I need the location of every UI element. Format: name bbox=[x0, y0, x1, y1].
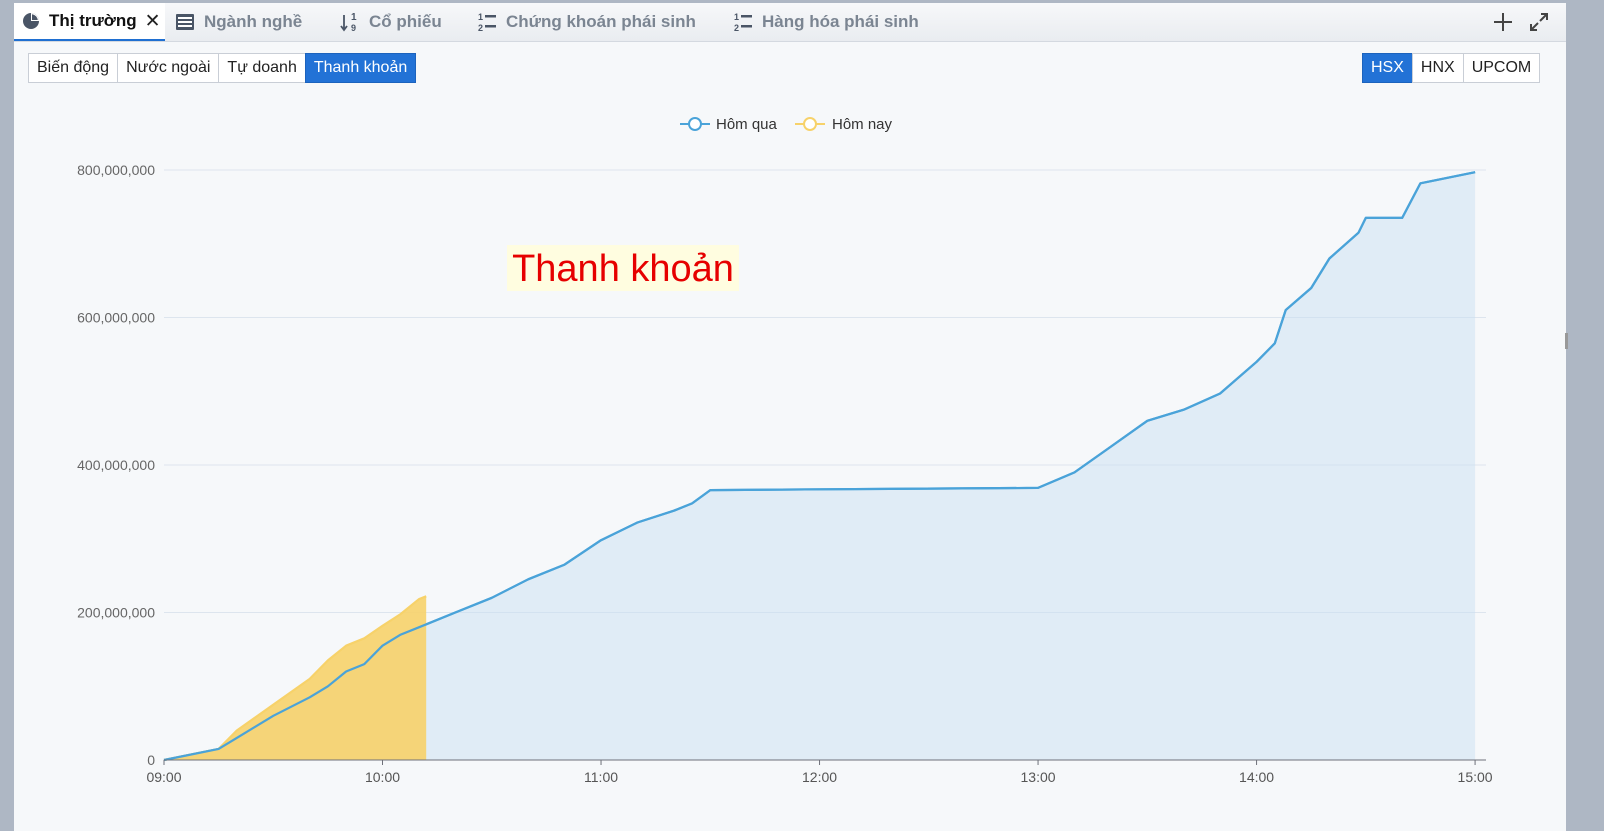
exchange-button-hsx[interactable]: HSX bbox=[1362, 53, 1413, 83]
y-tick-label: 600,000,000 bbox=[77, 310, 155, 326]
svg-text:2: 2 bbox=[734, 23, 739, 33]
y-axis: 0 200,000,000 400,000,000 600,000,000 800,00… bbox=[77, 162, 155, 768]
chart-watermark-label: Thanh khoản bbox=[512, 248, 734, 290]
x-tick-label: 10:00 bbox=[365, 769, 400, 785]
legend-label: Hôm nay bbox=[832, 116, 893, 133]
svg-text:2: 2 bbox=[478, 23, 483, 33]
add-icon[interactable] bbox=[1492, 8, 1514, 36]
view-button-tu-doanh[interactable]: Tự doanh bbox=[218, 53, 306, 83]
chart-legend: Hôm qua Hôm nay bbox=[680, 116, 893, 133]
series-area-hom-nay bbox=[164, 596, 427, 760]
close-icon[interactable]: ✕ bbox=[144, 10, 161, 32]
list-icon bbox=[175, 13, 195, 31]
exchange-button-hnx[interactable]: HNX bbox=[1411, 53, 1464, 83]
exchange-button-upcom[interactable]: UPCOM bbox=[1462, 53, 1541, 83]
series-line-hom-qua-top bbox=[163, 171, 1476, 762]
series-area-hom-qua bbox=[164, 172, 1476, 760]
tab-label: Chứng khoán phái sinh bbox=[506, 12, 696, 31]
tab-label: Hàng hóa phái sinh bbox=[762, 12, 919, 31]
legend-item-hom-nay[interactable]: Hôm nay bbox=[795, 116, 893, 133]
svg-text:9: 9 bbox=[351, 23, 356, 33]
pie-chart-icon bbox=[22, 12, 40, 30]
legend-item-hom-qua[interactable]: Hôm qua bbox=[680, 116, 778, 133]
series-line-hom-nay bbox=[163, 595, 427, 762]
x-tick-label: 13:00 bbox=[1021, 769, 1056, 785]
x-tick-label: 12:00 bbox=[802, 769, 837, 785]
y-tick-label: 0 bbox=[147, 752, 155, 768]
y-tick-label: 800,000,000 bbox=[77, 162, 155, 178]
x-tick-label: 15:00 bbox=[1458, 769, 1493, 785]
view-button-group: Biến động Nước ngoài Tự doanh Thanh khoả… bbox=[28, 53, 417, 83]
tab-thi-truong[interactable]: Thị trường ✕ bbox=[14, 3, 165, 41]
x-tick-label: 14:00 bbox=[1239, 769, 1274, 785]
svg-text:1: 1 bbox=[351, 12, 357, 23]
x-tick-label: 09:00 bbox=[146, 769, 181, 785]
y-tick-label: 200,000,000 bbox=[77, 605, 155, 621]
view-button-thanh-khoan[interactable]: Thanh khoản bbox=[304, 53, 417, 83]
watermark-background bbox=[507, 245, 739, 291]
x-tick-label: 11:00 bbox=[584, 769, 618, 785]
y-tick-label: 400,000,000 bbox=[77, 457, 155, 473]
x-axis: 09:00 10:00 11:00 12:00 13:00 14:00 15:00 bbox=[146, 759, 1493, 785]
svg-text:1: 1 bbox=[478, 12, 483, 22]
view-button-bien-dong[interactable]: Biến động bbox=[28, 53, 119, 83]
tab-label: Ngành nghề bbox=[204, 12, 303, 31]
exchange-button-group: HSX HNX UPCOM bbox=[1362, 53, 1541, 83]
svg-text:1: 1 bbox=[734, 12, 739, 22]
series-layer bbox=[163, 171, 1476, 762]
tab-label: Cổ phiếu bbox=[369, 12, 442, 31]
expand-icon[interactable] bbox=[1528, 8, 1550, 36]
tab-nganh-nghe[interactable]: Ngành nghề bbox=[175, 3, 302, 41]
tab-label: Thị trường bbox=[49, 11, 137, 30]
view-button-nuoc-ngoai[interactable]: Nước ngoài bbox=[117, 53, 220, 83]
legend-label: Hôm qua bbox=[716, 116, 778, 133]
resize-handle[interactable] bbox=[1565, 333, 1568, 349]
